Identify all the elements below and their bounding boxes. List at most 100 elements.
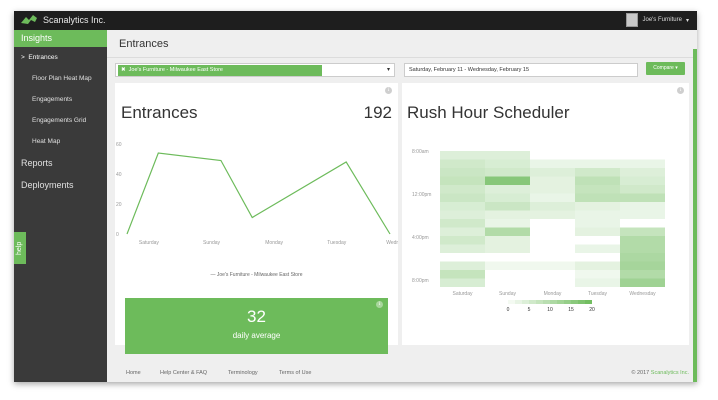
heat-cell (575, 278, 620, 287)
help-tab[interactable]: help (14, 232, 26, 264)
heat-cell (620, 261, 665, 270)
store-select[interactable]: ✖ Joe's Furniture - Milwaukee East Store… (115, 63, 395, 77)
entrances-panel: i Entrances 192 0 20 40 60 Saturday Sunday Mon… (115, 83, 398, 354)
sidebar-item-deployments[interactable]: Deployments (21, 180, 74, 190)
heat-cell (620, 244, 665, 253)
heat-cell (530, 193, 575, 202)
user-menu[interactable]: Joe's Furniture ▾ (626, 13, 689, 27)
store-tag[interactable]: ✖ Joe's Furniture - Milwaukee East Store (118, 65, 322, 76)
copyright: © 2017 Scanalytics Inc. (631, 370, 689, 376)
footer-link-terms[interactable]: Terms of Use (279, 370, 312, 376)
heat-cell (530, 159, 575, 168)
heat-cell (485, 176, 530, 185)
heat-cell (485, 193, 530, 202)
scale-swatch (550, 300, 557, 304)
heat-cell (530, 202, 575, 211)
column-label: Tuesday (588, 291, 607, 297)
rush-hour-heatmap: 8:00am 12:00pm 4:00pm 8:00pm Saturday Sunday M… (412, 149, 665, 313)
entrances-total: 192 (363, 103, 392, 122)
column-label: Monday (544, 291, 562, 297)
heat-cell (440, 227, 485, 236)
sidebar-item-label: Entrances (28, 54, 58, 61)
user-name: Joe's Furniture (642, 17, 682, 23)
y-tick-label: 40 (116, 172, 122, 178)
entrances-label: Entrances (121, 103, 198, 122)
entrances-line-chart: 0 20 40 60 Saturday Sunday Monday Tuesday Wednes… (116, 142, 398, 246)
daily-average-card: i 32 daily average (125, 298, 388, 354)
remove-tag-icon[interactable]: ✖ (121, 67, 126, 73)
scale-swatch (543, 300, 550, 304)
sidebar-item-reports[interactable]: Reports (21, 158, 53, 168)
heat-cell (485, 210, 530, 219)
heat-cell (530, 168, 575, 177)
heat-cell (575, 193, 620, 202)
sidebar-item-insights[interactable]: Insights (14, 30, 107, 47)
heat-cell (440, 168, 485, 177)
heat-cell (575, 202, 620, 211)
info-icon[interactable]: i (385, 87, 392, 94)
scanalytics-logo-icon (21, 15, 37, 24)
heat-cell (485, 261, 530, 270)
heat-cell (620, 193, 665, 202)
row-label: 8:00am (412, 149, 429, 155)
scale-label: 15 (568, 307, 574, 313)
heat-cell (485, 159, 530, 168)
footer-link-terminology[interactable]: Terminology (228, 370, 258, 376)
y-tick-label: 20 (116, 202, 122, 208)
heat-cell (575, 261, 620, 270)
heat-cell (485, 202, 530, 211)
heat-cell (485, 244, 530, 253)
scale-swatch (564, 300, 571, 304)
sidebar-item-entrances[interactable]: > Entrances (14, 47, 107, 68)
footer: Home Help Center & FAQ Terminology Terms… (107, 370, 697, 382)
y-tick-label: 0 (116, 232, 119, 238)
heat-cell (440, 176, 485, 185)
sidebar-item-floor-plan-heat-map[interactable]: Floor Plan Heat Map (32, 75, 92, 82)
sidebar-item-engagements-grid[interactable]: Engagements Grid (32, 117, 87, 124)
chevron-down-icon[interactable]: ▾ (386, 67, 390, 73)
copyright-company[interactable]: Scanalytics Inc. (650, 370, 689, 376)
info-icon[interactable]: i (677, 87, 684, 94)
x-tick-label: Wednesday (386, 240, 398, 246)
heat-cell (440, 261, 485, 270)
compare-button[interactable]: Compare ▾ (646, 62, 685, 75)
footer-link-home[interactable]: Home (126, 370, 141, 376)
sidebar-item-heat-map[interactable]: Heat Map (32, 138, 61, 145)
heat-cell (485, 219, 530, 228)
row-label: 12:00pm (412, 192, 431, 198)
brand[interactable]: Scanalytics Inc. (20, 14, 106, 25)
heat-cell (530, 185, 575, 194)
heat-cell (440, 236, 485, 245)
column-label: Wednesday (629, 291, 656, 297)
scale-label: 20 (589, 307, 595, 313)
store-tag-label: Joe's Furniture - Milwaukee East Store (128, 67, 223, 73)
main-content: Entrances ✖ Joe's Furniture - Milwaukee … (107, 30, 697, 382)
chevron-right-icon: > (21, 54, 25, 61)
heat-cell (620, 227, 665, 236)
heat-cell (440, 159, 485, 168)
heat-cell (575, 185, 620, 194)
info-icon[interactable]: i (376, 301, 383, 308)
heat-cell (620, 185, 665, 194)
heat-cell (620, 270, 665, 279)
heat-cell (440, 270, 485, 279)
heat-cell (530, 261, 575, 270)
scale-swatch (557, 300, 564, 304)
scale-label: 0 (507, 307, 510, 313)
heat-cell (575, 168, 620, 177)
heat-cell (620, 168, 665, 177)
date-range-input[interactable]: Saturday, February 11 - Wednesday, Febru… (404, 63, 638, 77)
x-tick-label: Tuesday (327, 240, 346, 246)
sidebar-item-engagements[interactable]: Engagements (32, 96, 73, 103)
heat-cell (440, 210, 485, 219)
heat-cell (575, 219, 620, 228)
heat-cell (620, 278, 665, 287)
app-window: Scanalytics Inc. Joe's Furniture ▾ Insig… (14, 11, 697, 382)
heat-cell (575, 159, 620, 168)
heat-cell (530, 210, 575, 219)
footer-link-help-center[interactable]: Help Center & FAQ (160, 370, 208, 376)
row-label: 8:00pm (412, 278, 429, 284)
chart-legend: — Joe's Furniture - Milwaukee East Store (210, 272, 303, 278)
scale-label: 5 (528, 307, 531, 313)
heat-cell (575, 227, 620, 236)
